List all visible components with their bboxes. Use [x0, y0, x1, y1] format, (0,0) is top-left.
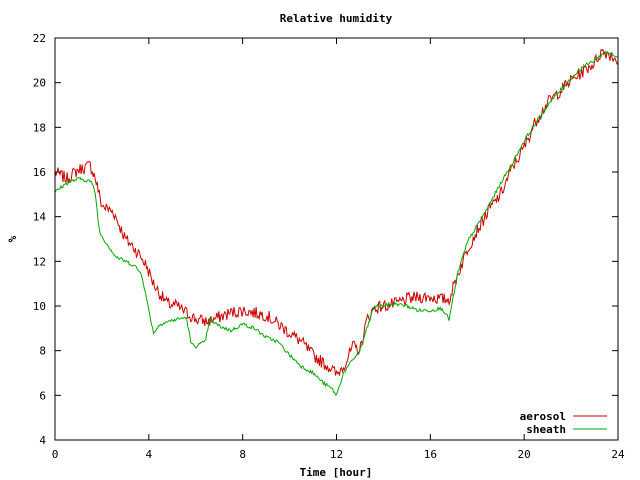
y-tick-label: 6	[39, 389, 46, 402]
y-tick-label: 4	[39, 434, 46, 447]
plot-frame	[54, 37, 619, 441]
y-tick-label: 18	[33, 121, 46, 134]
chart-title: Relative humidity	[280, 12, 393, 25]
x-tick-label: 16	[424, 448, 437, 461]
x-tick-label: 4	[146, 448, 153, 461]
legend-label-sheath: sheath	[526, 423, 566, 436]
legend-label-aerosol: aerosol	[520, 410, 566, 423]
series-line-aerosol	[54, 48, 619, 376]
plot-lines	[54, 48, 619, 396]
y-tick-label: 14	[33, 211, 47, 224]
y-tick-label: 12	[33, 255, 46, 268]
y-tick-label: 8	[39, 345, 46, 358]
x-tick-label: 12	[330, 448, 343, 461]
x-tick-label: 24	[611, 448, 625, 461]
x-tick-label: 20	[518, 448, 531, 461]
y-tick-label: 10	[33, 300, 46, 313]
series-line-sheath	[54, 50, 618, 396]
x-tick-label: 0	[52, 448, 59, 461]
y-axis-label: %	[6, 235, 19, 242]
y-tick-label: 16	[33, 166, 46, 179]
x-axis-label: Time [hour]	[300, 466, 373, 479]
y-tick-label: 22	[33, 32, 46, 45]
x-tick-label: 8	[239, 448, 246, 461]
y-tick-label: 20	[33, 77, 46, 90]
